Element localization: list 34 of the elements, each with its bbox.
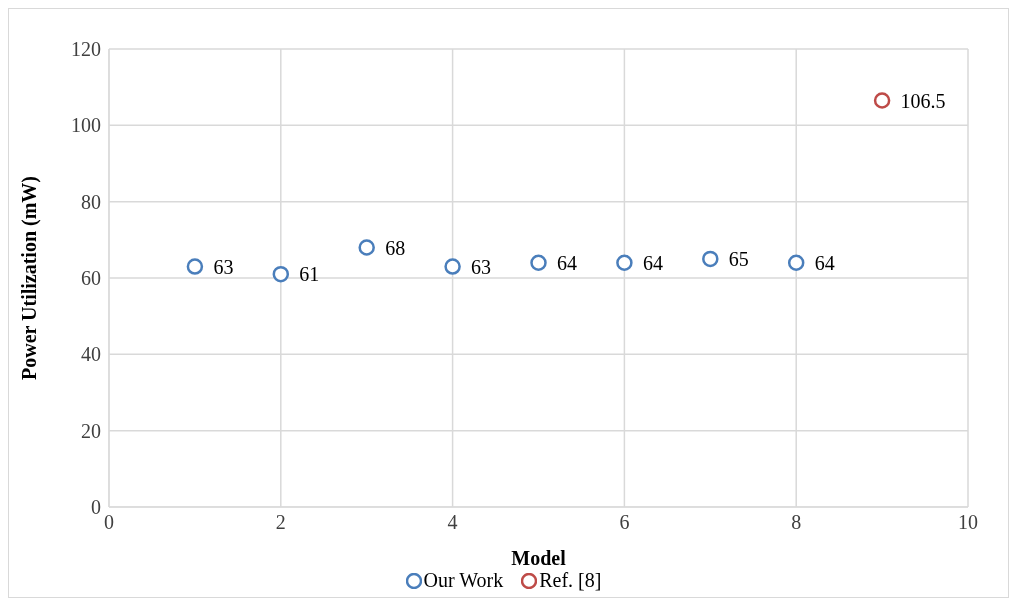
legend-label: Our Work bbox=[423, 569, 504, 592]
x-axis-title: Model bbox=[511, 547, 567, 569]
y-tick-label: 0 bbox=[91, 496, 101, 519]
point bbox=[358, 239, 375, 256]
x-tick-label: 10 bbox=[958, 511, 978, 534]
data-label: 64 bbox=[814, 251, 835, 274]
point bbox=[702, 250, 719, 268]
data-label: 63 bbox=[213, 255, 234, 278]
point bbox=[272, 265, 290, 283]
point bbox=[787, 254, 805, 271]
y-tick-label: 40 bbox=[81, 343, 101, 366]
x-tick-label: 8 bbox=[791, 511, 802, 534]
point bbox=[444, 258, 461, 275]
data-label: 64 bbox=[642, 251, 663, 274]
point bbox=[530, 254, 547, 271]
y-axis-title: Power Utilization (mW) bbox=[18, 175, 42, 381]
data-label: 64 bbox=[557, 251, 578, 274]
legend-label: Ref. [8] bbox=[539, 569, 602, 592]
data-label: 65 bbox=[728, 248, 749, 271]
point bbox=[616, 254, 633, 271]
x-tick-label: 4 bbox=[447, 511, 458, 534]
x-tick-label: 2 bbox=[275, 511, 286, 534]
point bbox=[186, 258, 204, 275]
y-tick-label: 60 bbox=[81, 267, 101, 290]
y-tick-label: 100 bbox=[71, 114, 101, 137]
data-label: 68 bbox=[385, 236, 406, 259]
y-tick-label: 20 bbox=[81, 419, 101, 442]
point bbox=[873, 92, 891, 109]
y-tick-label: 120 bbox=[71, 38, 101, 61]
data-label: 106.5 bbox=[900, 89, 946, 112]
data-label: 61 bbox=[299, 263, 320, 286]
y-tick-label: 80 bbox=[81, 190, 101, 213]
data-label: 63 bbox=[471, 255, 492, 278]
x-tick-label: 6 bbox=[619, 511, 630, 534]
